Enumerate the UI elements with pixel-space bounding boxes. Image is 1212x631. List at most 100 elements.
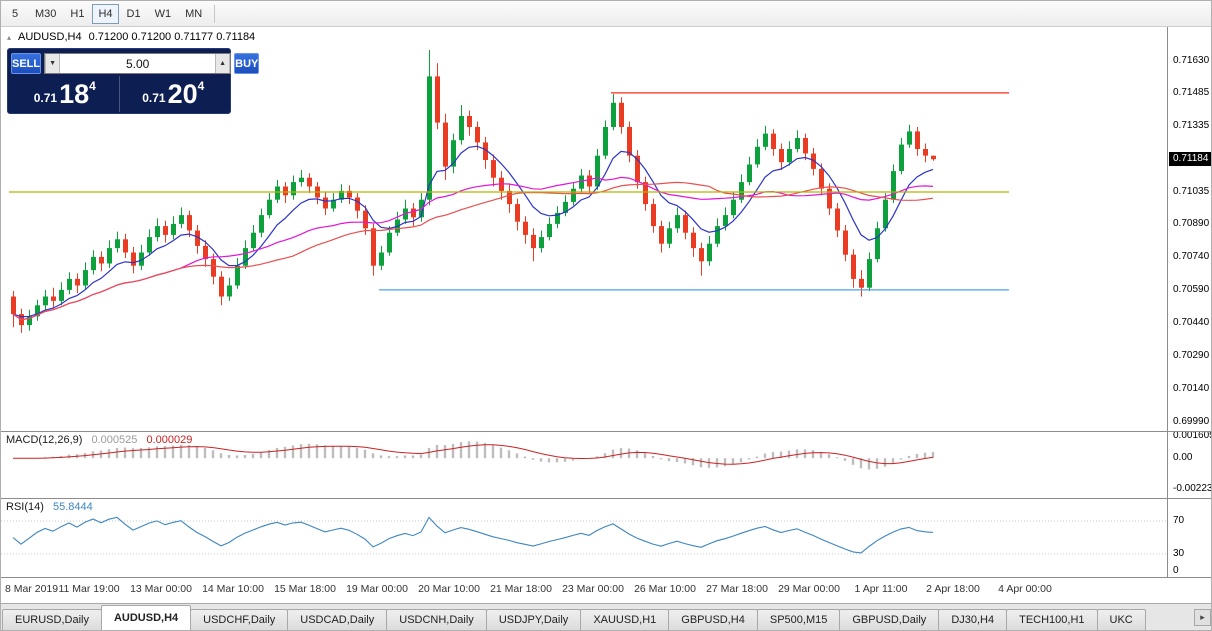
rsi-name: RSI(14) [6, 501, 44, 513]
tab-dj30-h4[interactable]: DJ30,H4 [938, 609, 1008, 630]
price-scale[interactable]: 0.71184 0.71630 0.71485 0.71335 0.71035 0.70… [1167, 27, 1212, 577]
tab-usdchf-daily[interactable]: USDCHF,Daily [190, 609, 289, 630]
main-price-panel [9, 50, 1009, 333]
time-tick-label: 4 Apr 00:00 [998, 583, 1052, 595]
volume-input[interactable] [60, 54, 216, 73]
time-tick-label: 14 Mar 10:00 [202, 583, 264, 595]
tab-gbpusd-daily[interactable]: GBPUSD,Daily [839, 609, 940, 630]
macd-tick-label: -0.002235 [1173, 483, 1212, 494]
volume-control: ▼ ▲ [44, 53, 232, 74]
volume-increase-button[interactable]: ▲ [215, 54, 231, 73]
macd-indicator-label: MACD(12,26,9) 0.000525 0.000029 [6, 434, 192, 446]
price-tick-label: 0.71035 [1173, 185, 1210, 197]
rsi-panel [1, 516, 1167, 555]
timeframe-button-d1[interactable]: D1 [121, 4, 147, 24]
ask-sup-digit: 4 [197, 79, 205, 93]
ma-fast-blue [12, 145, 934, 318]
tab-gbpusd-h4[interactable]: GBPUSD,H4 [668, 609, 758, 630]
time-axis[interactable]: 8 Mar 2019 11 Mar 19:00 13 Mar 00:00 14 Mar… [1, 578, 1167, 605]
price-tick-label: 0.70890 [1173, 217, 1210, 229]
time-tick-label: 11 Mar 19:00 [58, 583, 120, 595]
sell-button[interactable]: SELL [11, 53, 42, 74]
chart-canvas[interactable] [1, 27, 1167, 577]
one-click-trade-panel: SELL ▼ ▲ BUY 0.71 18 4 0.71 20 4 [7, 48, 260, 114]
chart-tab-bar: ▸ EURUSD,Daily AUDUSD,H4 USDCHF,Daily USDCA… [1, 603, 1211, 630]
chart-collapse-icon[interactable]: ▴ [7, 32, 12, 42]
time-tick-label: 20 Mar 10:00 [418, 583, 480, 595]
time-tick-label: 23 Mar 00:00 [562, 583, 624, 595]
rsi-tick-label: 0 [1173, 565, 1179, 576]
rsi-tick-label: 70 [1173, 515, 1185, 526]
tab-usdcad-daily[interactable]: USDCAD,Daily [287, 609, 388, 630]
timeframe-toolbar: 5 M30 H1 H4 D1 W1 MN [1, 1, 1211, 27]
timeframe-button-w1[interactable]: W1 [149, 4, 178, 24]
chart-area: ▴ AUDUSD,H4 0.71200 0.71200 0.71177 0.71… [1, 27, 1212, 605]
rsi-indicator-label: RSI(14) 55.8444 [6, 501, 93, 513]
tab-scroll-right-button[interactable]: ▸ [1194, 609, 1211, 626]
current-price-box: 0.71184 [1169, 152, 1211, 166]
chart-symbol-label: AUDUSD,H4 [18, 31, 82, 43]
trade-panel-controls: SELL ▼ ▲ BUY [11, 52, 260, 75]
ask-price: 0.71 20 4 [118, 76, 228, 112]
time-tick-label: 21 Mar 18:00 [490, 583, 552, 595]
macd-signal-line [12, 444, 934, 465]
tab-usdcnh-daily[interactable]: USDCNH,Daily [386, 609, 487, 630]
chart-title: ▴ AUDUSD,H4 0.71200 0.71200 0.71177 0.71… [7, 31, 255, 43]
tab-xauusd-h1[interactable]: XAUUSD,H1 [580, 609, 670, 630]
price-tick-label: 0.70440 [1173, 316, 1210, 328]
panel-separator-main-macd[interactable] [1, 431, 1211, 432]
timeframe-button-mn[interactable]: MN [179, 4, 208, 24]
buy-button[interactable]: BUY [234, 53, 260, 74]
tab-eurusd-daily[interactable]: EURUSD,Daily [2, 609, 102, 630]
toolbar-separator [214, 4, 216, 23]
tab-audusd-h4[interactable]: AUDUSD,H4 [100, 605, 192, 630]
price-tick-label: 0.70140 [1173, 382, 1210, 394]
price-tick-label: 0.70290 [1173, 349, 1210, 361]
time-tick-label: 13 Mar 00:00 [130, 583, 192, 595]
macd-signal-value: 0.000029 [146, 434, 193, 446]
timeframe-button-h4[interactable]: H4 [92, 3, 119, 24]
rsi-value: 55.8444 [52, 501, 93, 513]
tab-sp500-m15[interactable]: SP500,M15 [756, 609, 841, 630]
price-tick-label: 0.70740 [1173, 250, 1210, 262]
timeframe-button-5[interactable]: 5 [3, 4, 27, 24]
time-tick-label: 15 Mar 18:00 [274, 583, 336, 595]
time-tick-label: 8 Mar 2019 [5, 583, 59, 595]
time-tick-label: 2 Apr 18:00 [926, 583, 980, 595]
tab-tech100-h1[interactable]: TECH100,H1 [1006, 609, 1098, 630]
macd-name: MACD(12,26,9) [6, 434, 83, 446]
macd-tick-label: 0.00 [1173, 452, 1193, 464]
rsi-line [12, 516, 934, 554]
bid-prefix: 0.71 [33, 91, 58, 105]
tab-usdjpy-daily[interactable]: USDJPY,Daily [485, 609, 582, 630]
bid-sup-digit: 4 [89, 79, 96, 93]
ask-big-digits: 20 [167, 78, 198, 109]
candlesticks [11, 50, 936, 333]
timeframe-button-h1[interactable]: H1 [64, 4, 90, 24]
time-tick-label: 19 Mar 00:00 [346, 583, 408, 595]
price-tick-label: 0.69990 [1173, 416, 1210, 427]
time-tick-label: 26 Mar 10:00 [634, 583, 696, 595]
panel-separator-rsi-timeaxis [1, 577, 1211, 578]
time-tick-label: 27 Mar 18:00 [706, 583, 768, 595]
ask-prefix: 0.71 [142, 91, 166, 105]
price-tick-label: 0.71485 [1173, 86, 1210, 98]
rsi-tick-label: 30 [1173, 548, 1185, 559]
macd-tick-label: 0.001605 [1173, 430, 1212, 441]
bid-big-digits: 18 [59, 78, 90, 109]
ma-slow-red [12, 181, 934, 321]
tab-ukc[interactable]: UKC [1096, 609, 1146, 630]
bid-price: 0.71 18 4 [11, 76, 119, 112]
trade-panel-quotes: 0.71 18 4 0.71 20 4 [11, 76, 227, 112]
timeframe-button-m30[interactable]: M30 [29, 4, 62, 24]
macd-main-value: 0.000525 [91, 434, 138, 446]
price-tick-label: 0.71335 [1173, 119, 1210, 131]
volume-decrease-button[interactable]: ▼ [45, 54, 61, 73]
panel-separator-macd-rsi[interactable] [1, 498, 1211, 499]
time-tick-label: 1 Apr 11:00 [854, 583, 908, 595]
macd-panel [12, 441, 935, 470]
time-tick-label: 29 Mar 00:00 [778, 583, 840, 595]
chart-ohlc-values: 0.71200 0.71200 0.71177 0.71184 [88, 31, 256, 43]
price-tick-label: 0.70590 [1173, 283, 1210, 295]
